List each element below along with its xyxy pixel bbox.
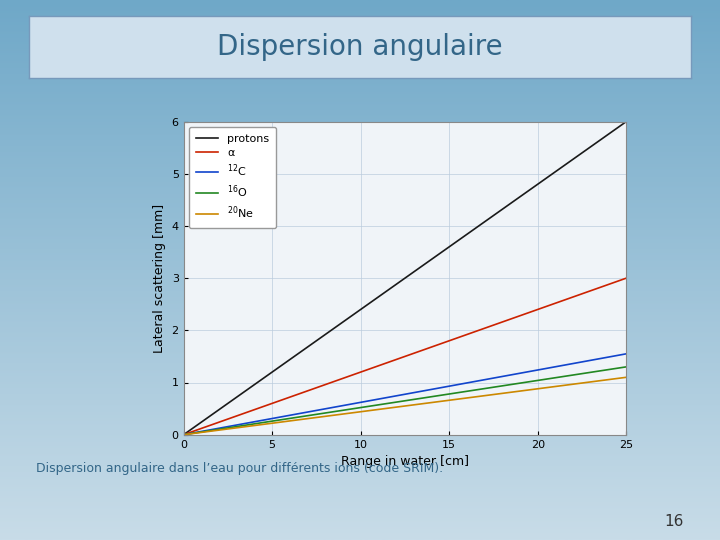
Y-axis label: Lateral scattering [mm]: Lateral scattering [mm] [153, 204, 166, 353]
Text: 16: 16 [665, 514, 684, 529]
X-axis label: Range in water [cm]: Range in water [cm] [341, 455, 469, 468]
Text: Dispersion angulaire dans l’eau pour différents ions (code SRIM).: Dispersion angulaire dans l’eau pour dif… [36, 462, 443, 475]
Legend: protons, α, $^{12}$C, $^{16}$O, $^{20}$Ne: protons, α, $^{12}$C, $^{16}$O, $^{20}$N… [189, 127, 276, 228]
Text: Dispersion angulaire: Dispersion angulaire [217, 33, 503, 61]
